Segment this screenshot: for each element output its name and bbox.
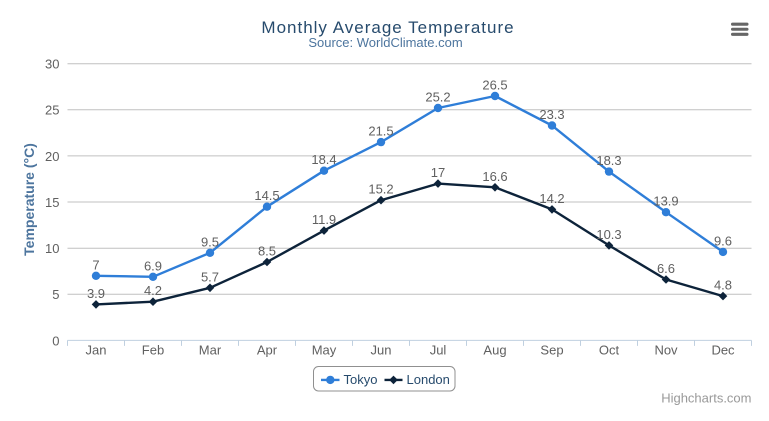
svg-text:18.3: 18.3 (596, 153, 621, 168)
svg-text:Temperature (°C): Temperature (°C) (21, 143, 37, 256)
svg-text:3.9: 3.9 (87, 286, 105, 301)
svg-text:11.9: 11.9 (312, 212, 336, 227)
svg-text:London: London (407, 372, 450, 387)
svg-text:8.5: 8.5 (258, 244, 276, 259)
svg-text:4.8: 4.8 (714, 278, 732, 293)
svg-text:21.5: 21.5 (368, 124, 393, 139)
svg-text:Apr: Apr (257, 342, 278, 357)
svg-text:18.4: 18.4 (311, 152, 336, 167)
svg-text:Feb: Feb (142, 342, 164, 357)
svg-text:10.3: 10.3 (596, 227, 621, 242)
svg-text:6.9: 6.9 (144, 258, 162, 273)
svg-text:13.9: 13.9 (653, 194, 678, 209)
svg-text:15.2: 15.2 (368, 182, 393, 197)
svg-text:Source: WorldClimate.com: Source: WorldClimate.com (308, 35, 462, 50)
svg-text:10: 10 (45, 241, 59, 256)
svg-text:15: 15 (45, 195, 59, 210)
svg-text:6.6: 6.6 (657, 261, 675, 276)
svg-text:Dec: Dec (711, 342, 735, 357)
svg-text:25.2: 25.2 (425, 90, 450, 105)
svg-text:Jan: Jan (86, 342, 107, 357)
svg-text:16.6: 16.6 (482, 169, 507, 184)
svg-text:14.2: 14.2 (539, 191, 564, 206)
svg-text:Monthly Average Temperature: Monthly Average Temperature (261, 18, 514, 37)
svg-text:23.3: 23.3 (539, 107, 564, 122)
svg-text:Nov: Nov (654, 342, 678, 357)
svg-text:9.5: 9.5 (201, 234, 219, 249)
svg-text:Oct: Oct (599, 342, 620, 357)
svg-text:5: 5 (52, 287, 59, 302)
svg-text:14.5: 14.5 (254, 188, 279, 203)
svg-text:4.2: 4.2 (144, 283, 162, 298)
svg-text:Sep: Sep (540, 342, 563, 357)
svg-text:0: 0 (52, 333, 59, 348)
svg-text:20: 20 (45, 149, 59, 164)
svg-text:Aug: Aug (483, 342, 506, 357)
svg-text:Mar: Mar (199, 342, 222, 357)
svg-text:25: 25 (45, 103, 59, 118)
svg-text:Tokyo: Tokyo (344, 372, 378, 387)
svg-text:5.7: 5.7 (201, 269, 219, 284)
svg-text:May: May (312, 342, 337, 357)
svg-text:7: 7 (92, 257, 99, 272)
svg-text:30: 30 (45, 57, 59, 72)
svg-text:Jun: Jun (371, 342, 392, 357)
svg-text:Highcharts.com: Highcharts.com (661, 390, 751, 405)
svg-text:26.5: 26.5 (482, 78, 507, 93)
svg-text:Jul: Jul (430, 342, 447, 357)
svg-text:17: 17 (431, 165, 445, 180)
svg-text:9.6: 9.6 (714, 233, 732, 248)
